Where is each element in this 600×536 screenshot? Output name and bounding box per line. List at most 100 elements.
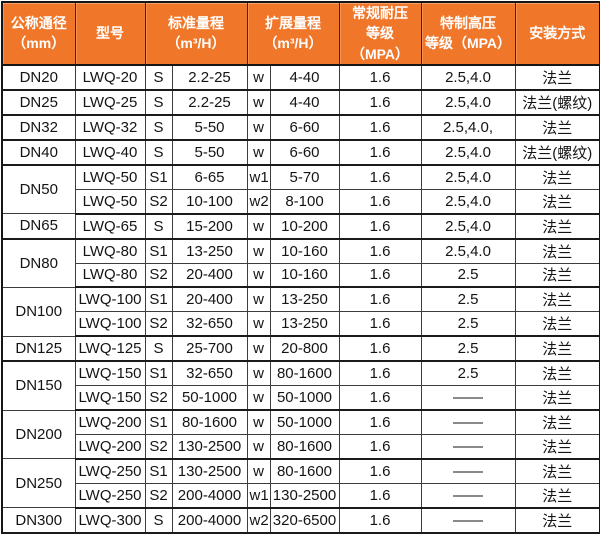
cell-extended-range: 4-40 bbox=[269, 64, 340, 91]
cell-diameter: DN125 bbox=[1, 335, 76, 363]
cell-standard-code: S bbox=[144, 114, 173, 141]
cell-model: LWQ-100 bbox=[74, 286, 146, 313]
table-row: DN25 LWQ-25 S 2.2-25 w 4-40 1.6 2.5,4.0 … bbox=[1, 89, 600, 116]
cell-standard-range: 80-1600 bbox=[171, 409, 248, 436]
header-regular-pressure-line1: 常规耐压 bbox=[352, 5, 408, 21]
cell-model: LWQ-40 bbox=[74, 139, 146, 166]
cell-standard-code: S1 bbox=[144, 409, 173, 436]
cell-special-pressure: —— bbox=[420, 433, 516, 460]
cell-standard-range: 130-2500 bbox=[171, 433, 248, 460]
header-standard-range-line1: 标准量程 bbox=[168, 15, 224, 32]
cell-regular-pressure: 1.6 bbox=[338, 188, 422, 215]
cell-install: 法兰 bbox=[514, 335, 600, 363]
cell-extended-code: w bbox=[246, 458, 271, 484]
cell-standard-code: S1 bbox=[144, 286, 173, 313]
cell-standard-code: S1 bbox=[144, 238, 173, 264]
cell-standard-range: 20-400 bbox=[171, 262, 248, 289]
cell-special-pressure: 2.5 bbox=[420, 360, 516, 387]
cell-diameter: DN65 bbox=[1, 213, 76, 240]
table-row: DN50 LWQ-50 S1 6-65 w1 5-70 1.6 2.5,4.0 … bbox=[1, 164, 600, 215]
table-row: DN200 LWQ-200 S1 80-1600 w 50-1000 1.6 —… bbox=[1, 409, 600, 460]
cell-special-pressure: 2.5,4.0 bbox=[420, 164, 516, 190]
cell-extended-range: 13-250 bbox=[269, 311, 340, 338]
table-row: DN125 LWQ-125 S 25-700 w 20-800 1.6 2.5 … bbox=[1, 335, 600, 363]
cell-install: 法兰(螺纹) bbox=[514, 89, 600, 116]
cell-standard-range: 13-250 bbox=[171, 238, 248, 264]
cell-extended-range: 130-2500 bbox=[269, 482, 340, 509]
cell-regular-pressure: 1.6 bbox=[338, 409, 422, 436]
table-row: DN32 LWQ-32 S 5-50 w 6-60 1.6 2.5,4.0, 法… bbox=[1, 114, 600, 141]
cell-special-pressure: 2.5 bbox=[420, 262, 516, 289]
cell-standard-range: 6-65 bbox=[171, 164, 248, 190]
cell-model: LWQ-100 bbox=[74, 311, 146, 338]
cell-standard-code: S bbox=[144, 64, 173, 91]
cell-standard-code: S1 bbox=[144, 360, 173, 387]
cell-extended-range: 80-1600 bbox=[269, 433, 340, 460]
cell-install: 法兰(螺纹) bbox=[514, 139, 600, 166]
cell-extended-code: w bbox=[246, 262, 271, 289]
cell-model: LWQ-32 bbox=[74, 114, 146, 141]
cell-model: LWQ-250 bbox=[74, 458, 146, 484]
cell-extended-code: w bbox=[246, 409, 271, 436]
table-row: LWQ-150 S2 50-1000 w 50-1000 1.6 —— 法兰 bbox=[2, 385, 600, 412]
cell-standard-range: 32-650 bbox=[171, 311, 248, 338]
header-special-pressure: 特制高压 等级（MPA） bbox=[420, 1, 516, 66]
cell-special-pressure: —— bbox=[420, 507, 516, 535]
cell-standard-code: S bbox=[144, 335, 173, 363]
cell-special-pressure: 2.5,4.0 bbox=[420, 213, 516, 240]
cell-standard-range: 130-2500 bbox=[171, 458, 248, 484]
cell-model: LWQ-200 bbox=[74, 409, 146, 436]
cell-standard-code: S1 bbox=[144, 164, 173, 190]
cell-extended-code: w2 bbox=[246, 507, 271, 535]
cell-model: LWQ-125 bbox=[74, 335, 146, 363]
cell-diameter: DN250 bbox=[1, 458, 76, 509]
cell-extended-code: w bbox=[246, 114, 271, 141]
cell-standard-code: S bbox=[144, 507, 173, 535]
header-extended-range: 扩展量程 （m³/H） bbox=[246, 1, 340, 66]
cell-regular-pressure: 1.6 bbox=[338, 458, 422, 484]
cell-model: LWQ-50 bbox=[74, 188, 146, 215]
cell-standard-code: S bbox=[144, 89, 173, 116]
cell-install: 法兰 bbox=[514, 238, 600, 264]
cell-special-pressure: 2.5,4.0 bbox=[420, 64, 516, 91]
cell-regular-pressure: 1.6 bbox=[338, 360, 422, 387]
cell-install: 法兰 bbox=[514, 64, 600, 91]
cell-extended-code: w bbox=[246, 286, 271, 313]
cell-model: LWQ-150 bbox=[74, 385, 146, 412]
cell-extended-range: 4-40 bbox=[269, 89, 340, 116]
cell-standard-code: S2 bbox=[144, 482, 173, 509]
cell-model: LWQ-65 bbox=[74, 213, 146, 240]
header-row: 公称通径 （mm） 型号 标准量程 （m³/H） 扩展量程 （m³/H） 常规耐… bbox=[1, 1, 600, 66]
table-row: DN40 LWQ-40 S 5-50 w 6-60 1.6 2.5,4.0 法兰… bbox=[1, 139, 600, 166]
cell-regular-pressure: 1.6 bbox=[338, 89, 422, 116]
cell-standard-range: 10-100 bbox=[171, 188, 248, 215]
header-standard-range: 标准量程 （m³/H） bbox=[144, 1, 248, 66]
cell-special-pressure: 2.5,4.0 bbox=[420, 238, 516, 264]
cell-install: 法兰 bbox=[514, 482, 600, 509]
cell-standard-range: 50-1000 bbox=[171, 385, 248, 412]
cell-regular-pressure: 1.6 bbox=[338, 262, 422, 289]
cell-regular-pressure: 1.6 bbox=[338, 433, 422, 460]
cell-standard-range: 32-650 bbox=[171, 360, 248, 387]
cell-extended-code: w bbox=[246, 335, 271, 363]
header-regular-pressure-line2: 等级（MPA） bbox=[350, 25, 410, 62]
cell-extended-range: 80-1600 bbox=[269, 360, 340, 387]
cell-standard-range: 5-50 bbox=[171, 114, 248, 141]
cell-extended-range: 8-100 bbox=[269, 188, 340, 215]
table-row: LWQ-50 S2 10-100 w2 8-100 1.6 2.5,4.0 法兰 bbox=[2, 188, 600, 215]
cell-install: 法兰 bbox=[514, 360, 600, 387]
cell-extended-code: w bbox=[246, 433, 271, 460]
cell-install: 法兰 bbox=[514, 164, 600, 190]
cell-install: 法兰 bbox=[514, 433, 600, 460]
cell-special-pressure: 2.5 bbox=[420, 311, 516, 338]
cell-regular-pressure: 1.6 bbox=[338, 286, 422, 313]
cell-special-pressure: 2.5 bbox=[420, 335, 516, 363]
cell-model: LWQ-25 bbox=[74, 89, 146, 116]
cell-regular-pressure: 1.6 bbox=[338, 335, 422, 363]
cell-special-pressure: —— bbox=[420, 409, 516, 436]
cell-special-pressure: 2.5,4.0, bbox=[420, 114, 516, 141]
table-row: DN150 LWQ-150 S1 32-650 w 80-1600 1.6 2.… bbox=[1, 360, 600, 411]
cell-special-pressure: —— bbox=[420, 385, 516, 412]
cell-special-pressure: 2.5,4.0 bbox=[420, 139, 516, 166]
